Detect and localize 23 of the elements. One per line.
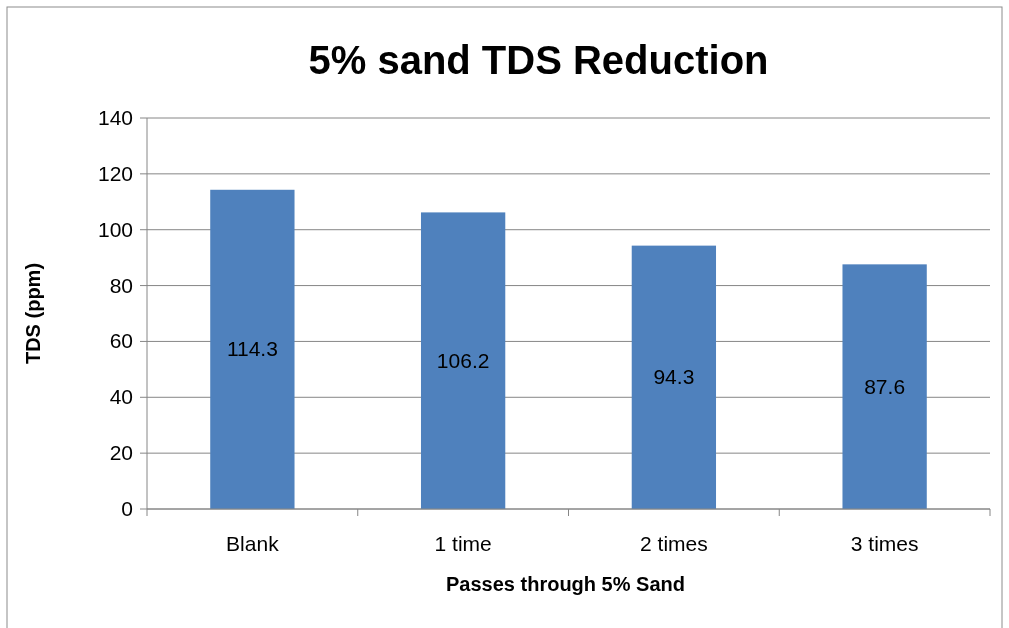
y-axis-title: TDS (ppm) <box>22 262 44 365</box>
y-tick-label: 40 <box>109 385 133 409</box>
x-tick-label: 1 time <box>434 532 492 555</box>
x-tick-label: Blank <box>226 532 280 555</box>
chart-title: 5% sand TDS Reduction <box>308 38 769 82</box>
bar <box>631 245 717 509</box>
bar <box>420 212 506 509</box>
y-tick-label: 100 <box>97 217 133 241</box>
data-label: 87.6 <box>864 374 906 398</box>
y-tick-label: 60 <box>109 329 133 353</box>
bar <box>842 264 927 509</box>
data-label: 94.3 <box>653 365 695 389</box>
x-axis-title: Passes through 5% Sand <box>446 573 685 595</box>
y-tick-label: 140 <box>97 106 133 129</box>
data-label: 114.3 <box>226 337 278 361</box>
bar <box>210 189 295 509</box>
y-tick-label: 120 <box>97 161 133 185</box>
x-tick-label: 3 times <box>850 532 919 555</box>
y-tick-label: 20 <box>109 441 133 465</box>
y-tick-label: 0 <box>121 497 133 520</box>
y-tick-label: 80 <box>109 273 133 297</box>
data-label: 106.2 <box>436 348 490 372</box>
x-tick-label: 2 times <box>640 532 708 555</box>
